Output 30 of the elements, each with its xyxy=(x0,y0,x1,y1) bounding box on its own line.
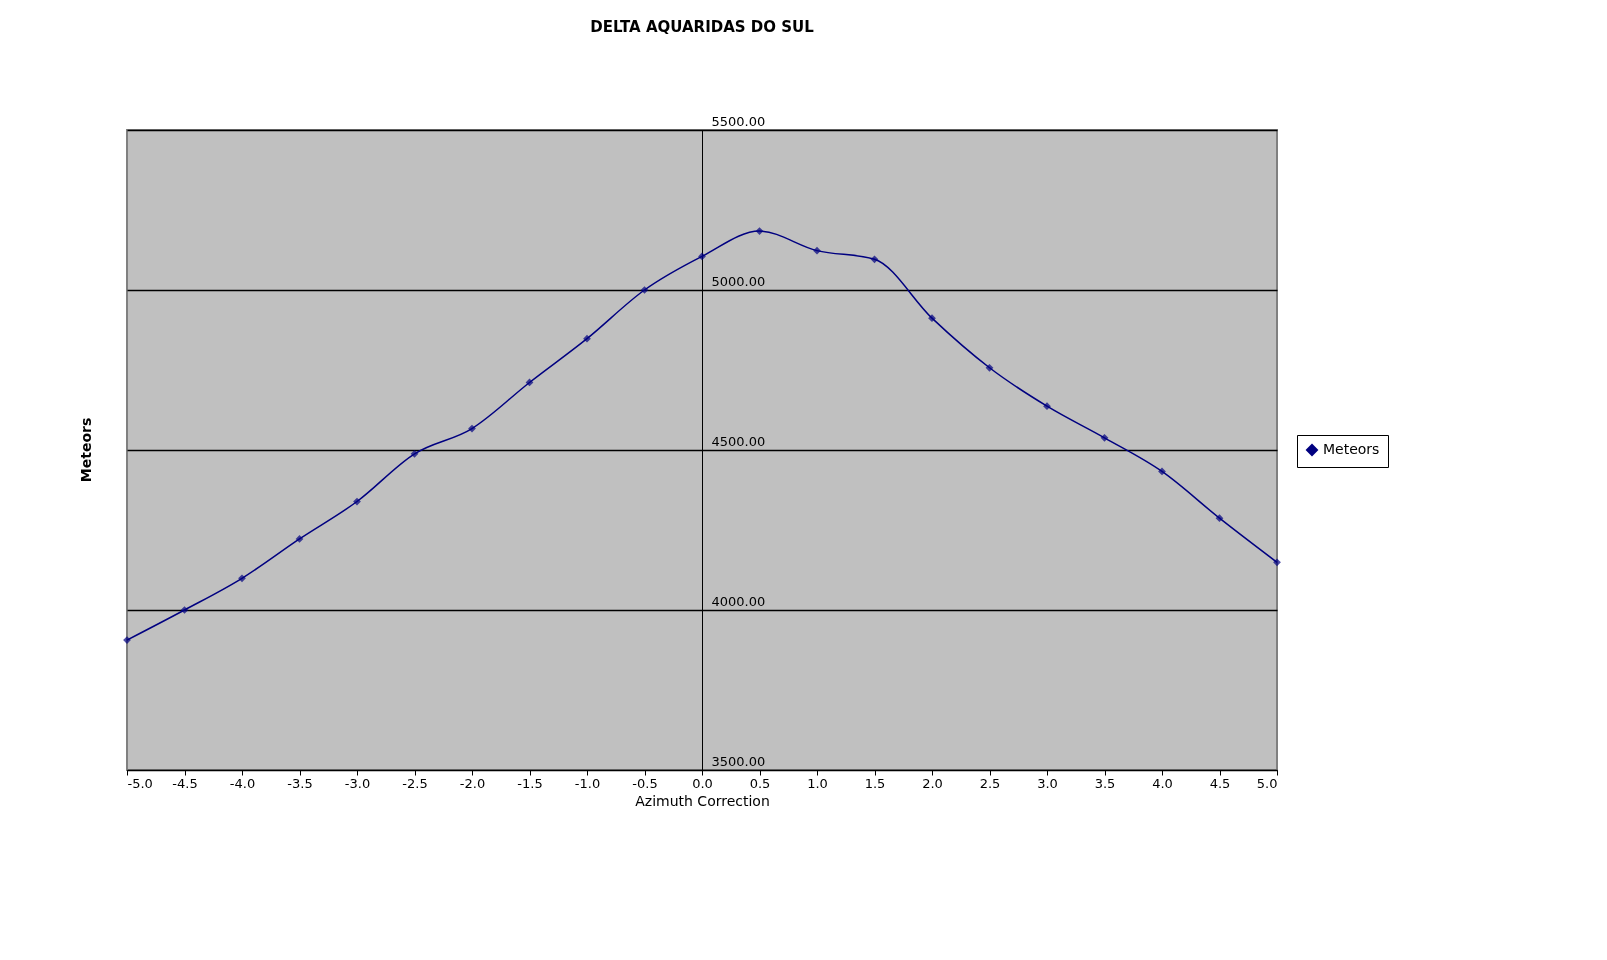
x-tick-label: 0.0 xyxy=(692,775,713,791)
y-tick-label: 4000.00 xyxy=(711,593,766,609)
chart-title: DELTA AQUARIDAS DO SUL xyxy=(590,18,815,36)
y-tick-label: 4500.00 xyxy=(711,433,766,449)
y-tick-label: 5000.00 xyxy=(711,273,766,289)
x-tick-label: 1.0 xyxy=(807,775,828,791)
x-tick-label: 0.5 xyxy=(749,775,771,791)
x-tick-label: 3.5 xyxy=(1094,775,1116,791)
x-tick-label: 3.0 xyxy=(1037,775,1058,791)
legend-label: Meteors xyxy=(1323,441,1380,457)
y-axis-title: Meteors xyxy=(78,417,94,483)
x-tick-label: -1.0 xyxy=(574,775,601,791)
x-tick-label: 2.0 xyxy=(922,775,943,791)
x-tick-label: 5.0 xyxy=(1256,775,1278,791)
x-tick-label: -3.5 xyxy=(287,775,313,791)
x-tick-label: -3.0 xyxy=(344,775,371,791)
y-tick-label: 3500.00 xyxy=(711,753,766,769)
x-tick-label: 4.0 xyxy=(1152,775,1173,791)
x-tick-label: -4.0 xyxy=(229,775,256,791)
x-tick-label: -5.0 xyxy=(127,775,153,791)
x-tick-label: -2.5 xyxy=(402,775,428,791)
x-tick-label: -4.5 xyxy=(172,775,198,791)
x-tick-label: 1.5 xyxy=(864,775,886,791)
x-tick-label: 4.5 xyxy=(1209,775,1231,791)
x-tick-label: -1.5 xyxy=(517,775,543,791)
x-tick-label: -2.0 xyxy=(459,775,486,791)
x-tick-label: -0.5 xyxy=(632,775,658,791)
x-tick-label: 2.5 xyxy=(979,775,1001,791)
y-tick-label: 5500.00 xyxy=(711,113,766,129)
x-axis-title: Azimuth Correction xyxy=(635,792,770,809)
